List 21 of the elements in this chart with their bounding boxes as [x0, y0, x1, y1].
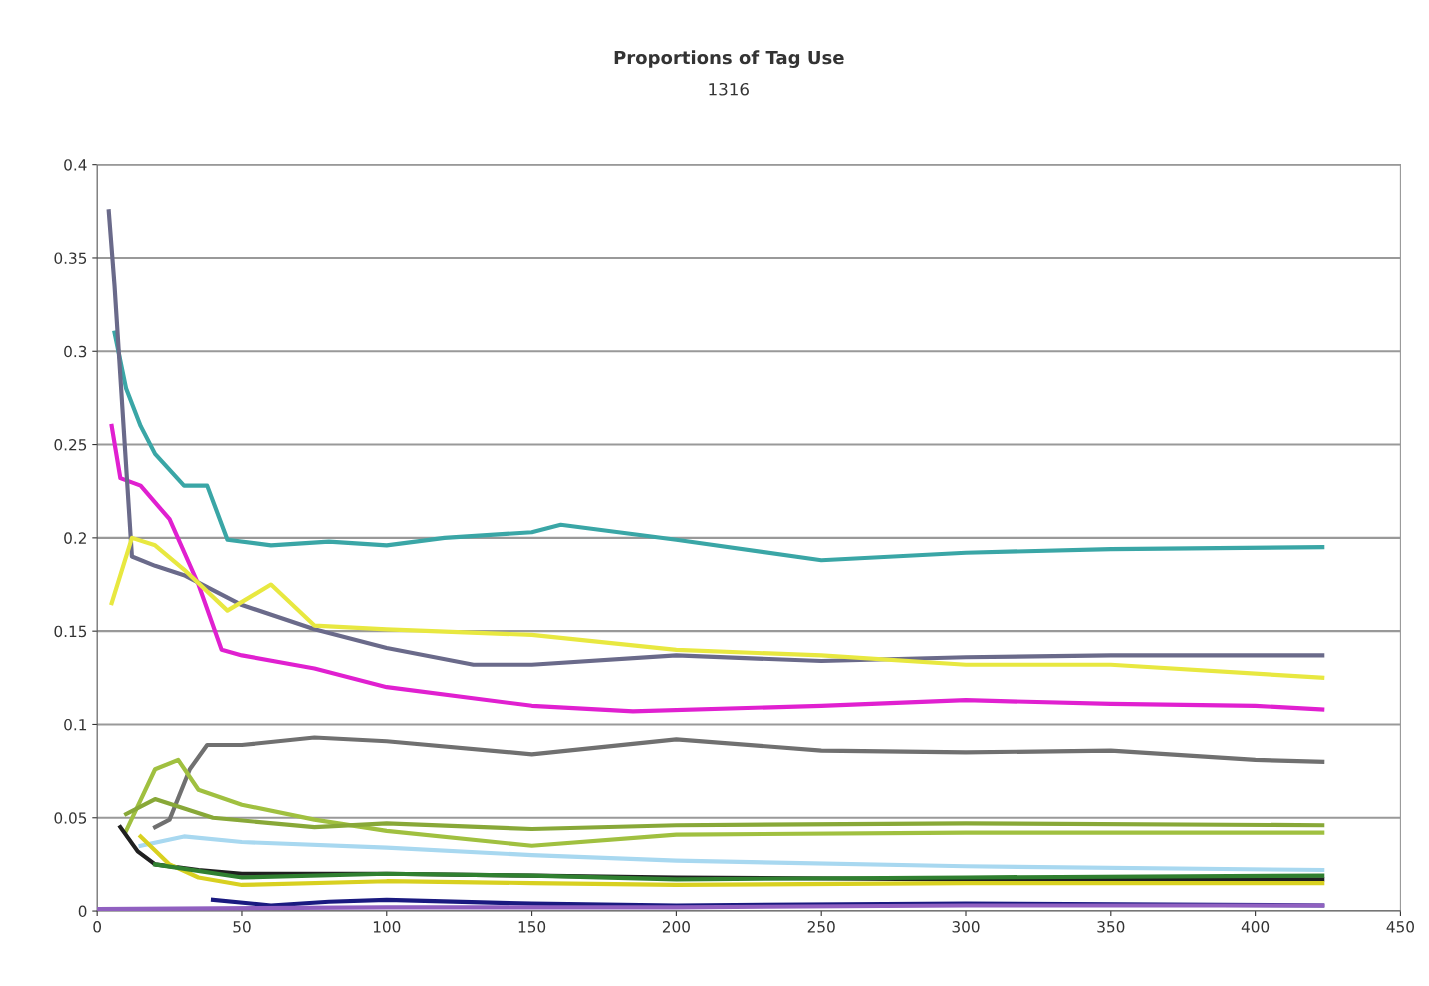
y-tick-label: 0.35 [54, 252, 87, 264]
x-tick-label: 100 [373, 921, 401, 933]
x-tick-label: 350 [1097, 921, 1125, 933]
y-tick-label: 0.15 [54, 625, 87, 638]
x-tick-label: 400 [1241, 921, 1270, 933]
x-tick-label: 0 [93, 921, 102, 933]
y-tick-label: 0.25 [54, 439, 87, 451]
y-tick-label: 0.1 [64, 718, 87, 731]
y-tick-label: 0.3 [64, 345, 87, 358]
y-tick-label: 0.2 [64, 532, 86, 544]
x-tick-label: 300 [952, 921, 980, 933]
x-tick-label: 250 [807, 921, 835, 933]
x-tick-label: 150 [518, 921, 546, 933]
x-tick-label: 450 [1386, 921, 1414, 933]
y-tick-label: 0.4 [64, 159, 87, 171]
x-tick-label: 200 [662, 921, 690, 933]
y-tick-label: 0 [78, 905, 87, 918]
x-tick-label: 50 [233, 921, 251, 933]
chart-title: Proportions of Tag Use [614, 50, 844, 68]
y-tick-label: 0.05 [54, 812, 87, 824]
chart-subtitle: 1316 [709, 82, 749, 96]
